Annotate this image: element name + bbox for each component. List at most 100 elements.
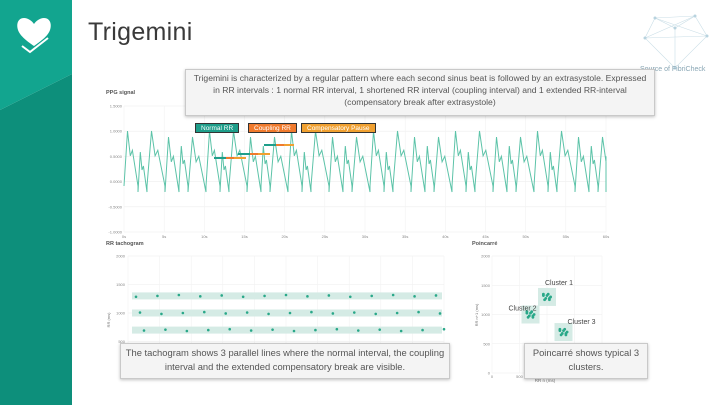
legend-coupling-rr-label: Coupling RR [254, 125, 291, 132]
tacho-point [177, 293, 181, 297]
poin-point [531, 315, 535, 319]
ppg-panel-title: PPG signal [106, 90, 136, 96]
poin-point [527, 314, 531, 318]
network-logo-icon [635, 8, 715, 78]
tacho-point [438, 312, 442, 315]
poin-cluster-band [521, 305, 540, 324]
poin-point [548, 298, 551, 302]
legend-normal-rr-label: Normal RR [201, 125, 234, 132]
tacho-y-tick: 2000 [116, 254, 126, 259]
poin-point [542, 294, 545, 297]
tacho-point [391, 293, 395, 297]
poin-point [530, 310, 534, 314]
poin-y-tick: 1000 [481, 312, 491, 317]
tacho-point [284, 293, 288, 297]
poin-y-tick: 2000 [481, 254, 491, 259]
tacho-y-tick: 1000 [116, 311, 126, 316]
ppg-x-tick: 10s [201, 234, 207, 239]
poin-point [546, 292, 550, 296]
ppg-x-tick: 15s [241, 234, 247, 239]
tacho-band [132, 292, 442, 300]
tacho-point [352, 311, 356, 314]
side-band [0, 0, 72, 405]
tacho-point [421, 328, 424, 332]
poin-point [549, 295, 552, 299]
poin-cluster-label: Cluster 3 [568, 319, 596, 326]
tacho-point [156, 294, 159, 298]
ppg-y-tick: -1.0000 [108, 230, 122, 235]
tacho-point [202, 310, 206, 314]
ppg-x-tick: 20s [281, 234, 287, 239]
tacho-point [198, 295, 202, 298]
ppg-signal-line [123, 130, 607, 193]
poin-point [564, 333, 568, 337]
tacho-point [160, 312, 163, 316]
ppg-y-tick: -0.5000 [108, 204, 122, 209]
tacho-point [142, 329, 146, 332]
poin-cluster-label: Cluster 2 [509, 306, 537, 313]
tacho-point [164, 328, 167, 331]
ppg-x-tick: 25s [322, 234, 328, 239]
poincare-y-label: RR n+1 (ms) [474, 303, 479, 326]
tacho-point [378, 328, 382, 331]
tacho-point [370, 294, 374, 298]
tacho-point [288, 311, 292, 315]
tacho-band [132, 309, 442, 317]
ppg-x-tick: 35s [402, 234, 408, 239]
tacho-point [399, 329, 403, 333]
tacho-point [395, 311, 399, 315]
tacho-point [314, 328, 317, 332]
callout-tachogram-text: The tachogram shows 3 parallel lines whe… [125, 347, 445, 372]
watermark-text: Source of FibriCheck [640, 66, 706, 73]
poin-x-tick: 0 [491, 374, 494, 379]
heart-check-icon [14, 12, 54, 56]
tacho-point [331, 312, 335, 315]
poin-y-tick: 1500 [481, 283, 491, 288]
tacho-point [374, 312, 378, 316]
poin-cluster-band [538, 287, 556, 306]
ppg-x-tick: 45s [482, 234, 488, 239]
tacho-band [132, 326, 442, 334]
legend-coupling-rr: Coupling RR [248, 123, 297, 133]
tacho-point [241, 295, 245, 299]
ppg-y-tick: 1.5000 [110, 104, 123, 109]
poincare-title: Poincarré [472, 241, 498, 247]
tachogram-title: RR tachogram [106, 241, 144, 247]
tacho-point [335, 327, 339, 331]
ppg-x-tick: 40s [442, 234, 448, 239]
poin-point [558, 329, 562, 333]
callout-tachogram: The tachogram shows 3 parallel lines whe… [120, 343, 450, 379]
tacho-point [348, 295, 352, 299]
tacho-y-tick: 500 [118, 339, 125, 344]
tacho-point [206, 328, 210, 332]
ppg-x-tick: 5s [162, 234, 166, 239]
slide-title: Trigemini [88, 18, 193, 46]
poin-x-tick: 500 [516, 374, 523, 379]
ppg-x-tick: 60s [603, 234, 609, 239]
tacho-point [245, 311, 249, 314]
ppg-x-tick: 50s [522, 234, 528, 239]
tacho-point [310, 310, 313, 314]
ppg-x-tick: 55s [563, 234, 569, 239]
tacho-point [306, 295, 309, 298]
tacho-point [134, 295, 138, 299]
poin-point [560, 332, 564, 335]
tacho-point [138, 311, 142, 314]
ppg-y-tick: 0.5000 [110, 154, 123, 159]
legend-normal-rr: Normal RR [195, 123, 240, 133]
callout-poincare: Poincarré shows typical 3 clusters. [524, 343, 648, 379]
callout-top: Trigemini is characterized by a regular … [185, 69, 655, 116]
poin-point [565, 330, 569, 334]
tacho-point [271, 328, 274, 331]
legend-compensatory-pause-label: Compensatory Pause [307, 125, 370, 132]
tacho-point [224, 312, 228, 315]
legend-compensatory-pause: Compensatory Pause [301, 123, 376, 133]
ppg-y-tick: 1.0000 [110, 129, 123, 134]
tacho-point [220, 294, 224, 297]
callout-top-text: Trigemini is characterized by a regular … [193, 73, 647, 107]
poin-point [544, 296, 548, 300]
ppg-y-tick: 0.0000 [110, 179, 123, 184]
ppg-x-tick: 0s [122, 234, 126, 239]
